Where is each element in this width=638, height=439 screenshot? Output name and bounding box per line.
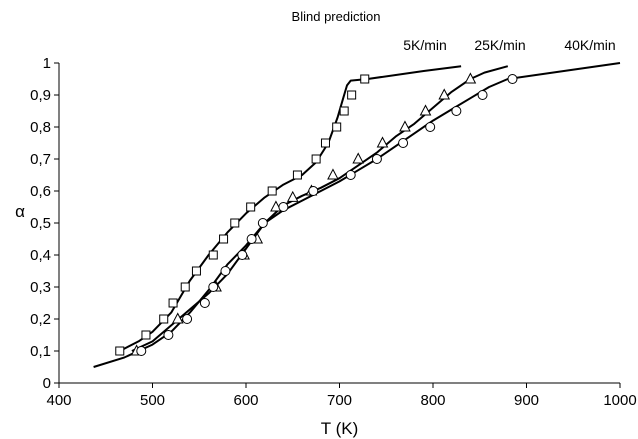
y-tick-label: 0,8 — [30, 119, 51, 136]
circle-marker — [237, 250, 248, 260]
circle-marker — [246, 234, 257, 244]
triangle-marker — [327, 168, 339, 180]
square-marker — [141, 330, 151, 340]
triangle-marker — [464, 72, 477, 84]
square-marker — [230, 218, 240, 228]
series-curve-3 — [93, 62, 621, 368]
y-tick-label: 0,5 — [30, 215, 51, 232]
circle-marker — [278, 202, 289, 212]
circle-marker — [208, 282, 219, 292]
square-marker — [219, 234, 229, 244]
square-marker — [320, 138, 330, 148]
triangle-marker — [286, 190, 299, 202]
chart-title: Blind prediction — [292, 9, 381, 24]
y-axis-label: α — [15, 202, 25, 221]
model-curves — [93, 62, 621, 368]
circle-marker — [345, 170, 356, 180]
y-tick-label: 0 — [43, 375, 51, 392]
square-marker — [208, 250, 218, 260]
circle-marker — [136, 346, 147, 356]
square-marker — [292, 170, 302, 180]
square-marker — [360, 74, 370, 84]
circle-marker — [451, 106, 462, 116]
square-marker — [159, 314, 169, 324]
series-label: 5K/min — [403, 37, 447, 53]
circle-marker — [220, 266, 231, 276]
circle-marker — [257, 218, 268, 228]
x-tick-label: 900 — [514, 392, 539, 409]
chart-text: 400 500 600 700 800 900 1000 0 0,1 0,2 0,3 0,4 0,5 0,… — [15, 9, 637, 438]
circle-marker — [371, 154, 382, 164]
x-tick-label: 700 — [327, 392, 352, 409]
y-tick-label: 0,4 — [30, 247, 51, 264]
triangle-marker — [399, 120, 411, 132]
square-marker — [115, 346, 125, 356]
triangle-marker — [270, 200, 282, 212]
y-tick-label: 1 — [43, 55, 51, 72]
x-tick-label: 400 — [46, 392, 71, 409]
y-tick-label: 0,9 — [30, 87, 51, 104]
circle-marker — [199, 298, 210, 308]
series-curve-1 — [119, 65, 462, 352]
data-markers — [115, 72, 518, 356]
triangle-marker — [438, 88, 451, 100]
y-tick-label: 0,1 — [30, 343, 51, 360]
y-tick-label: 0,3 — [30, 279, 51, 296]
square-marker — [168, 298, 178, 308]
circle-marker — [507, 74, 518, 84]
square-marker — [267, 186, 277, 196]
circle-marker — [425, 122, 436, 132]
y-tick-label: 0,6 — [30, 183, 51, 200]
square-marker — [332, 122, 342, 132]
circle-marker — [398, 138, 409, 148]
triangle-marker — [171, 312, 184, 324]
circle-marker — [308, 186, 319, 196]
square-marker — [339, 106, 349, 116]
axes — [54, 62, 621, 388]
circle-marker — [182, 314, 193, 324]
square-marker — [246, 202, 256, 212]
x-tick-label: 500 — [140, 392, 165, 409]
square-marker — [180, 282, 190, 292]
triangle-marker — [352, 152, 365, 164]
circle-marker — [163, 330, 174, 340]
x-axis-label: T (K) — [321, 419, 358, 438]
series-label: 40K/min — [564, 37, 615, 53]
y-tick-label: 0,7 — [30, 151, 51, 168]
x-tick-label: 600 — [233, 392, 258, 409]
triangle-marker — [419, 104, 432, 116]
square-marker — [347, 90, 357, 100]
series-label: 25K/min — [474, 37, 525, 53]
x-tick-label: 800 — [420, 392, 445, 409]
square-marker — [191, 266, 201, 276]
square-marker — [311, 154, 321, 164]
triangle-marker — [376, 136, 389, 148]
x-tick-label: 1000 — [603, 392, 636, 409]
y-tick-label: 0,2 — [30, 311, 51, 328]
circle-marker — [477, 90, 488, 100]
